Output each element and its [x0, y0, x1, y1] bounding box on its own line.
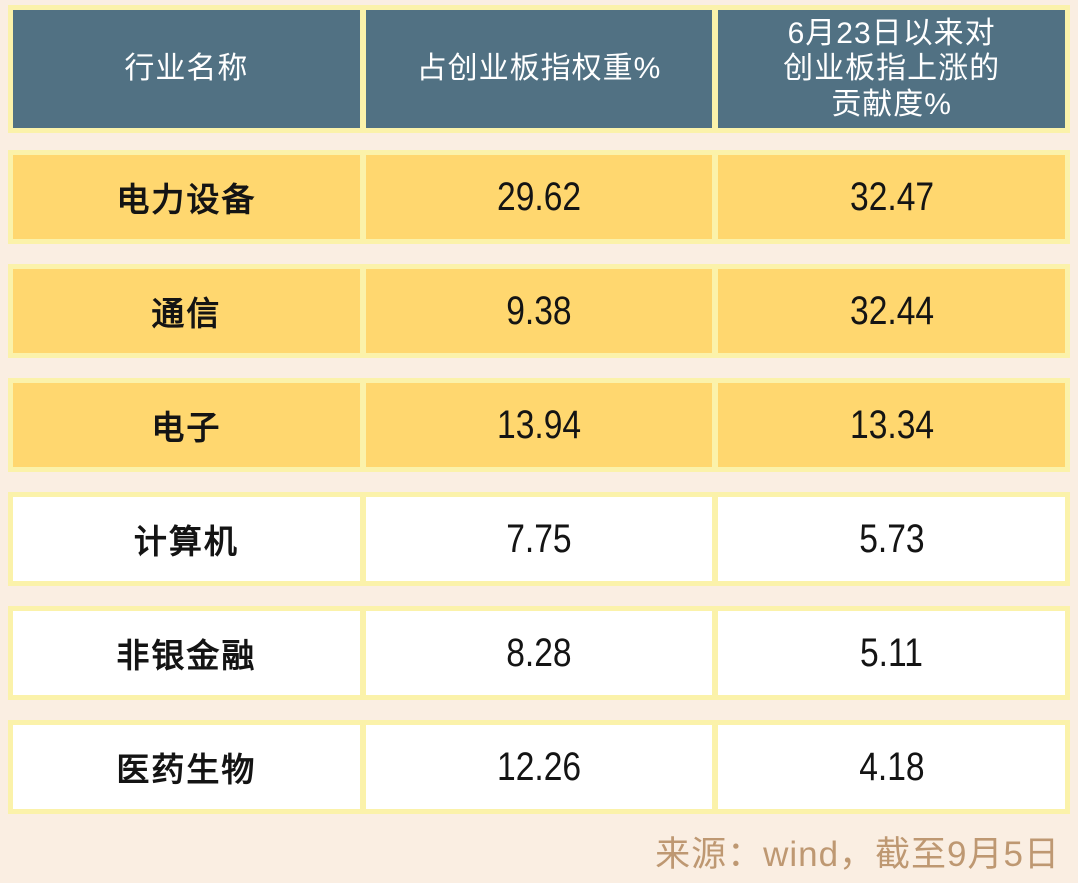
- table-row-electronics: 电子 13.94 13.34: [8, 378, 1070, 472]
- header-index-weight: 占创业板指权重%: [365, 10, 713, 128]
- weight-cell: 13.94: [365, 383, 713, 467]
- weight-cell: 9.38: [365, 269, 713, 353]
- contribution-cell: 32.47: [718, 155, 1065, 239]
- weight-cell: 12.26: [365, 725, 713, 809]
- contribution-cell: 32.44: [718, 269, 1065, 353]
- table-row-power-equipment: 电力设备 29.62 32.47: [8, 150, 1070, 244]
- industry-cell: 医药生物: [13, 725, 360, 809]
- contribution-cell: 5.73: [718, 497, 1065, 581]
- weight-cell: 7.75: [365, 497, 713, 581]
- industry-cell: 非银金融: [13, 611, 360, 695]
- source-note: 来源：wind，截至9月5日: [655, 835, 1060, 874]
- weight-cell: 29.62: [365, 155, 713, 239]
- industry-cell: 电子: [13, 383, 360, 467]
- table-row-pharma-bio: 医药生物 12.26 4.18: [8, 720, 1070, 814]
- contribution-cell: 13.34: [718, 383, 1065, 467]
- table-row-computers: 计算机 7.75 5.73: [8, 492, 1070, 586]
- header-contribution: 6月23日以来对 创业板指上涨的 贡献度%: [718, 10, 1065, 128]
- industry-cell: 计算机: [13, 497, 360, 581]
- header-industry-name: 行业名称: [13, 10, 360, 128]
- table-row-nonbank-finance: 非银金融 8.28 5.11: [8, 606, 1070, 700]
- table-header-row: 行业名称 占创业板指权重% 6月23日以来对 创业板指上涨的 贡献度%: [8, 5, 1070, 133]
- weight-cell: 8.28: [365, 611, 713, 695]
- contribution-cell: 5.11: [718, 611, 1065, 695]
- contribution-cell: 4.18: [718, 725, 1065, 809]
- industry-cell: 通信: [13, 269, 360, 353]
- industry-cell: 电力设备: [13, 155, 360, 239]
- table-row-telecom: 通信 9.38 32.44: [8, 264, 1070, 358]
